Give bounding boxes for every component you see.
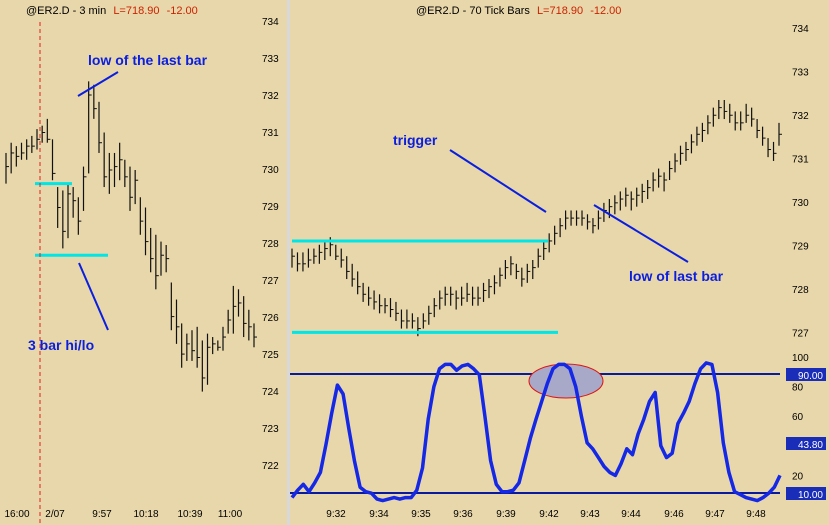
left-y-tick: 723 — [262, 424, 279, 435]
right-x-tick: 9:46 — [664, 509, 684, 520]
right-y-tick: 734 — [792, 24, 809, 35]
right-x-tick: 9:43 — [580, 509, 600, 520]
right-chart-panel: @ER2.D - 70 Tick Bars L=718.90 -12.00 73… — [290, 0, 829, 525]
right-x-tick: 9:39 — [496, 509, 516, 520]
left-y-tick: 731 — [262, 128, 279, 139]
left-y-tick: 733 — [262, 54, 279, 65]
right-x-tick: 9:48 — [746, 509, 766, 520]
left-annotation-top-pointer — [77, 71, 119, 97]
right-y-tick: 733 — [792, 68, 809, 79]
left-annotation-bottom-pointer — [78, 262, 109, 331]
osc-current-label: 43.80 — [798, 440, 823, 451]
left-annotation-bottom: 3 bar hi/lo — [28, 337, 94, 353]
left-y-tick: 725 — [262, 350, 279, 361]
right-y-tick: 731 — [792, 155, 809, 166]
right-annotation-low: low of last bar — [629, 268, 724, 284]
right-x-tick: 9:35 — [411, 509, 431, 520]
left-y-tick: 732 — [262, 91, 279, 102]
left-chart-change: -12.00 — [166, 5, 198, 17]
left-y-tick: 724 — [262, 387, 279, 398]
panel-divider[interactable] — [287, 0, 290, 525]
right-y-tick: 732 — [792, 111, 809, 122]
left-y-tick: 728 — [262, 239, 279, 250]
left-x-tick: 2/07 — [45, 509, 65, 520]
osc-y-tick: 100 — [792, 353, 809, 364]
left-chart-symbol: @ER2.D - 3 min — [26, 5, 107, 17]
osc-upper-label-box — [786, 368, 826, 381]
right-x-tick: 9:44 — [621, 509, 641, 520]
left-y-tick: 734 — [262, 17, 279, 28]
left-x-tick: 9:57 — [92, 509, 112, 520]
osc-current-label-box — [786, 437, 826, 450]
right-y-tick: 729 — [792, 242, 809, 253]
right-x-tick: 9:34 — [369, 509, 389, 520]
left-x-tick: 16:00 — [4, 509, 29, 520]
left-chart-last-price: L=718.90 — [113, 5, 160, 17]
left-y-tick: 727 — [262, 276, 279, 287]
right-annotation-trigger: trigger — [393, 132, 438, 148]
osc-y-tick: 80 — [792, 383, 804, 394]
left-y-tick: 730 — [262, 165, 279, 176]
left-x-tick: 10:18 — [133, 509, 158, 520]
osc-lower-label-box — [786, 487, 826, 500]
right-y-tick: 728 — [792, 285, 809, 296]
right-chart-change: -12.00 — [590, 5, 622, 17]
left-chart-header: @ER2.D - 3 min L=718.90 -12.00 — [26, 5, 198, 17]
left-chart-panel: @ER2.D - 3 min L=718.90 -12.00 734 733 732… — [0, 0, 287, 525]
left-x-tick: 10:39 — [177, 509, 202, 520]
osc-y-tick: 60 — [792, 412, 804, 423]
left-x-tick: 11:00 — [218, 509, 243, 520]
osc-highlight-ellipse — [528, 363, 604, 399]
right-y-tick: 730 — [792, 198, 809, 209]
left-y-tick: 722 — [262, 461, 279, 472]
right-x-tick: 9:36 — [453, 509, 473, 520]
right-x-tick: 9:32 — [326, 509, 346, 520]
osc-upper-label: 90.00 — [798, 371, 823, 382]
right-y-tick: 727 — [792, 329, 809, 340]
right-annotation-trigger-pointer — [449, 149, 547, 213]
right-chart-last-price: L=718.90 — [536, 5, 584, 17]
left-annotation-top: low of the last bar — [88, 52, 208, 68]
right-chart-header: @ER2.D - 70 Tick Bars L=718.90 -12.00 — [416, 5, 621, 17]
osc-lower-label: 10.00 — [798, 490, 823, 501]
right-chart-symbol: @ER2.D - 70 Tick Bars — [416, 5, 530, 17]
left-y-tick: 726 — [262, 313, 279, 324]
left-y-tick: 729 — [262, 202, 279, 213]
right-annotation-low-pointer — [593, 204, 689, 263]
right-x-tick: 9:47 — [705, 509, 725, 520]
osc-y-tick: 20 — [792, 471, 804, 482]
right-x-tick: 9:42 — [539, 509, 559, 520]
left-price-chart[interactable]: 734733732731730729728727726725724723722 … — [0, 0, 287, 525]
oscillator-line — [290, 361, 782, 503]
